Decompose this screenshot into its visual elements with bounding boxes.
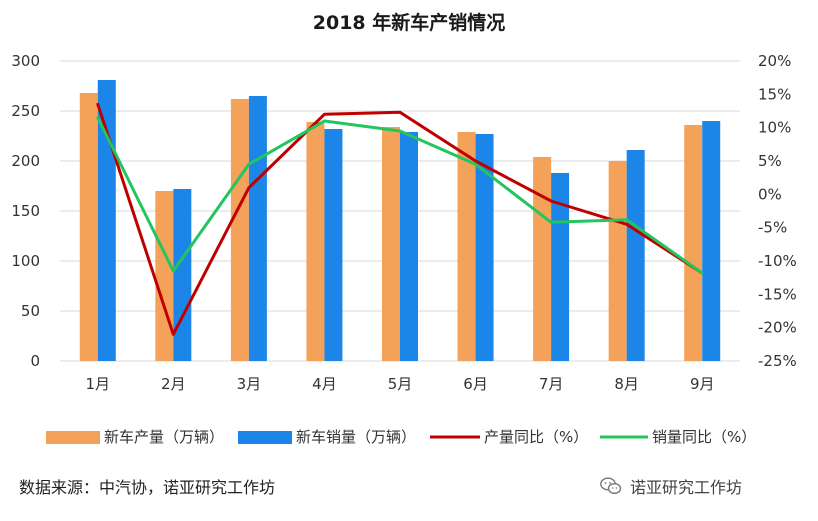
- bar: [306, 122, 325, 361]
- bar: [457, 132, 476, 361]
- right-tick-label: 10%: [758, 119, 791, 137]
- bar: [230, 99, 249, 361]
- x-tick-label: 1月: [86, 375, 111, 393]
- x-tick-label: 6月: [463, 375, 488, 393]
- bar: [608, 161, 627, 361]
- legend-swatch: [238, 431, 292, 444]
- right-tick-label: 0%: [758, 185, 782, 203]
- left-tick-label: 300: [11, 52, 40, 70]
- legend-swatch: [46, 431, 100, 444]
- right-tick-label: 5%: [758, 152, 782, 170]
- bar: [173, 189, 192, 361]
- legend-label: 新车产量（万辆）: [104, 428, 224, 446]
- right-tick-label: -20%: [758, 319, 797, 337]
- x-tick-label: 7月: [539, 375, 564, 393]
- x-tick-label: 8月: [614, 375, 639, 393]
- bar: [475, 134, 494, 361]
- x-tick-label: 9月: [690, 375, 715, 393]
- right-tick-label: -15%: [758, 285, 797, 303]
- bar: [684, 125, 703, 361]
- left-tick-label: 50: [21, 302, 40, 320]
- x-tick-label: 5月: [388, 375, 413, 393]
- bar: [702, 121, 721, 361]
- bar: [324, 129, 343, 361]
- chart-title: 2018 年新车产销情况: [312, 12, 506, 34]
- series-line: [96, 102, 704, 336]
- left-tick-label: 250: [11, 102, 40, 120]
- right-tick-label: 15%: [758, 85, 791, 103]
- watermark-text: 诺亚研究工作坊: [630, 478, 743, 497]
- bar: [400, 132, 418, 361]
- series-line: [96, 116, 704, 275]
- axis-layer: 0 50 100 150 200 250 300 -25% -20% -15% -10% -5% 0% 5…: [11, 52, 796, 393]
- left-tick-label: 200: [11, 152, 40, 170]
- right-tick-label: -25%: [758, 352, 797, 370]
- bar: [551, 173, 570, 361]
- left-tick-label: 150: [11, 202, 40, 220]
- bar: [533, 157, 552, 361]
- legend-label: 新车销量（万辆）: [296, 428, 416, 446]
- x-tick-label: 4月: [312, 375, 337, 393]
- bar: [79, 93, 98, 361]
- bar: [626, 150, 645, 361]
- left-tick-label: 100: [11, 252, 40, 270]
- left-tick-label: 0: [30, 352, 40, 370]
- legend: 新车产量（万辆） 新车销量（万辆） 产量同比（%） 销量同比（%）: [46, 428, 756, 446]
- legend-label: 销量同比（%）: [652, 428, 756, 446]
- right-tick-label: -10%: [758, 252, 797, 270]
- watermark: 诺亚研究工作坊: [600, 474, 742, 498]
- source-note: 数据来源：中汽协，诺亚研究工作坊: [19, 478, 276, 497]
- x-tick-label: 2月: [161, 375, 186, 393]
- bars-layer: [79, 80, 721, 361]
- lines-layer: [96, 102, 704, 336]
- right-tick-label: -5%: [758, 219, 787, 237]
- legend-label: 产量同比（%）: [484, 428, 588, 446]
- bar: [248, 96, 267, 361]
- right-tick-label: 20%: [758, 52, 791, 70]
- wechat-icon: [600, 477, 622, 495]
- bar: [155, 191, 174, 361]
- x-tick-label: 3月: [237, 375, 262, 393]
- bar: [382, 127, 400, 361]
- bar: [97, 80, 116, 361]
